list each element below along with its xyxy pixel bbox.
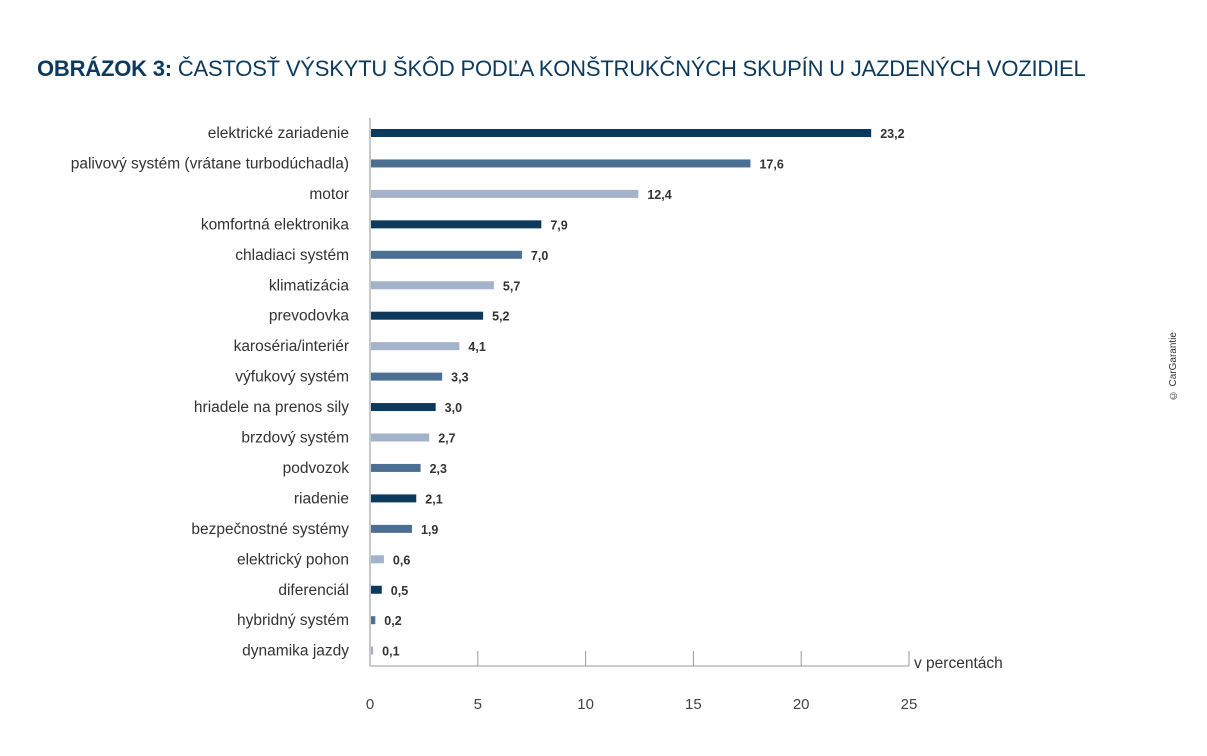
bar <box>371 311 484 320</box>
value-label: 4,1 <box>468 340 485 354</box>
category-label: motor <box>309 186 349 203</box>
value-label: 0,5 <box>391 584 408 598</box>
value-label: 3,0 <box>445 401 462 415</box>
bar <box>371 494 417 503</box>
bar <box>371 524 412 533</box>
category-label: hriadele na prenos sily <box>194 399 349 416</box>
bar <box>371 616 376 625</box>
value-label: 0,1 <box>382 645 399 659</box>
bar <box>371 585 382 594</box>
chart-title: OBRÁZOK 3: ČASTOSŤ VÝSKYTU ŠKÔD PODĽA KO… <box>37 56 1187 82</box>
value-label: 17,6 <box>759 157 783 171</box>
bar <box>371 129 872 137</box>
chart-title-prefix: OBRÁZOK 3: <box>37 56 172 81</box>
bar <box>371 281 494 290</box>
x-tick-label: 25 <box>901 696 918 713</box>
category-label: podvozok <box>283 460 350 477</box>
bar <box>371 250 522 259</box>
category-label: klimatizácia <box>269 277 349 294</box>
value-label: 7,0 <box>531 249 548 263</box>
category-label: riadenie <box>294 490 349 507</box>
bar <box>371 220 542 229</box>
category-label: diferenciál <box>278 582 349 599</box>
bar <box>371 342 460 351</box>
x-tick-label: 10 <box>577 696 594 713</box>
chart-title-text: ČASTOSŤ VÝSKYTU ŠKÔD PODĽA KONŠTRUKČNÝCH… <box>177 56 1086 81</box>
category-label: výfukový systém <box>235 369 349 386</box>
value-label: 0,6 <box>393 553 410 567</box>
category-label: komfortná elektronika <box>201 216 350 233</box>
x-axis-label: v percentách <box>914 655 1003 672</box>
value-label: 7,9 <box>550 218 567 232</box>
bar <box>371 372 443 381</box>
value-label: 1,9 <box>421 523 438 537</box>
bar <box>371 403 436 412</box>
x-tick-label: 15 <box>685 696 702 713</box>
bar <box>371 463 421 472</box>
value-label: 12,4 <box>647 188 671 202</box>
value-label: 0,2 <box>384 614 401 628</box>
bar <box>371 646 374 655</box>
value-label: 2,7 <box>438 432 455 446</box>
category-label: karoséria/interiér <box>234 338 349 355</box>
value-label: 2,1 <box>425 492 442 506</box>
value-label: 5,2 <box>492 310 509 324</box>
category-label: bezpečnostné systémy <box>191 521 349 538</box>
category-label: dynamika jazdy <box>242 643 349 660</box>
x-tick-label: 20 <box>793 696 810 713</box>
value-label: 3,3 <box>451 371 468 385</box>
category-label: hybridný systém <box>237 612 349 629</box>
category-label: elektrický pohon <box>237 551 349 568</box>
category-label: palivový systém (vrátane turbodúchadla) <box>71 155 349 172</box>
x-tick-label: 5 <box>474 696 482 713</box>
x-tick-label: 0 <box>366 696 374 713</box>
bar <box>371 189 639 198</box>
category-label: chladiaci systém <box>235 247 349 264</box>
bar <box>371 555 384 564</box>
value-label: 5,7 <box>503 279 520 293</box>
value-label: 23,2 <box>880 127 904 141</box>
category-label: brzdový systém <box>241 430 349 447</box>
category-label: elektrické zariadenie <box>208 125 349 142</box>
value-label: 2,3 <box>430 462 447 476</box>
category-label: prevodovka <box>269 308 350 325</box>
bar <box>371 433 430 442</box>
bar <box>371 159 751 168</box>
